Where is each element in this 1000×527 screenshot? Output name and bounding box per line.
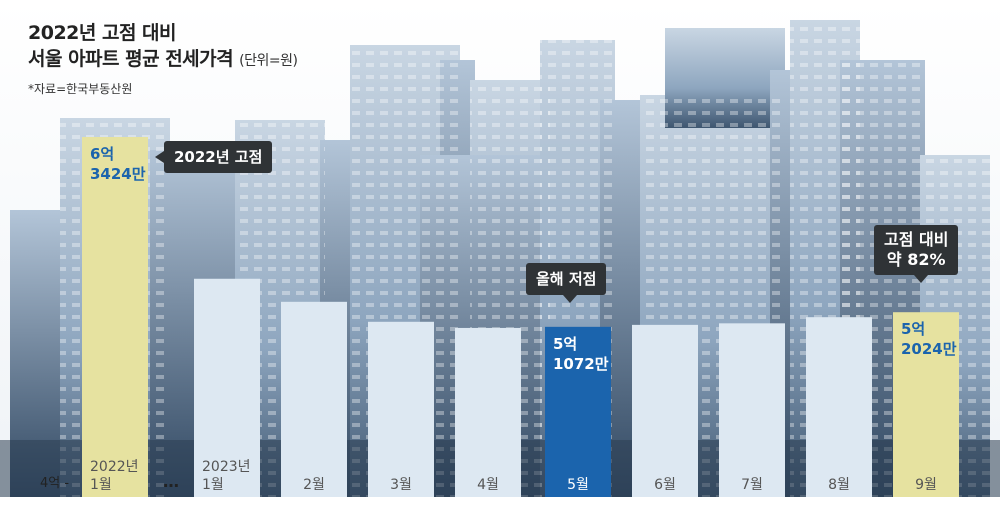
x-tick-label: 1월 bbox=[90, 477, 112, 493]
x-tick-label: 3월 bbox=[390, 477, 412, 493]
callout-current-line2: 약 82% bbox=[886, 250, 946, 269]
data-label: 5억 bbox=[901, 320, 925, 338]
callout-current: 고점 대비 약 82% bbox=[874, 225, 959, 283]
x-tick-label: 4월 bbox=[477, 477, 499, 493]
bar bbox=[281, 301, 347, 497]
bar bbox=[194, 278, 260, 497]
bar bbox=[455, 327, 521, 497]
bar bbox=[893, 312, 959, 497]
callout-low: 올해 저점 bbox=[526, 263, 607, 303]
x-tick-label: 2023년 bbox=[202, 459, 251, 475]
callout-peak: 2022년 고점 bbox=[155, 141, 273, 173]
chart-title-line2: 서울 아파트 평균 전세가격 (단위=원) bbox=[28, 44, 298, 71]
data-label: 3424만 bbox=[90, 165, 146, 183]
source-note: *자료=한국부동산원 bbox=[28, 82, 133, 96]
bar bbox=[632, 324, 698, 497]
x-tick-label: 5월 bbox=[567, 477, 589, 493]
bar bbox=[806, 317, 872, 497]
chart-title-line1: 2022년 고점 대비 bbox=[28, 22, 177, 44]
chart-title-main: 서울 아파트 평균 전세가격 bbox=[28, 48, 234, 70]
data-label: 1072만 bbox=[553, 355, 609, 373]
data-label: 2024만 bbox=[901, 340, 957, 358]
callout-peak-text: 2022년 고점 bbox=[174, 148, 263, 166]
x-tick-label: 6월 bbox=[654, 477, 676, 493]
data-label: 6억 bbox=[90, 145, 114, 163]
bar bbox=[368, 321, 434, 497]
callout-pointer bbox=[155, 151, 164, 163]
callout-pointer bbox=[914, 275, 928, 283]
data-label: 5억 bbox=[553, 335, 577, 353]
x-tick-label: 1월 bbox=[202, 477, 224, 493]
bar bbox=[545, 326, 611, 497]
x-tick-label: 2022년 bbox=[90, 459, 139, 475]
callout-low-text: 올해 저점 bbox=[536, 270, 597, 288]
x-tick-label: 2월 bbox=[303, 477, 325, 493]
callout-pointer bbox=[563, 295, 577, 303]
y-baseline-label: 4억 - bbox=[40, 476, 69, 491]
x-tick-label: 9월 bbox=[915, 477, 937, 493]
x-tick-label: 7월 bbox=[741, 477, 763, 493]
bar bbox=[719, 323, 785, 497]
unit-label: (단위=원) bbox=[239, 53, 298, 69]
x-tick-label: 8월 bbox=[828, 477, 850, 493]
bar bbox=[82, 137, 148, 497]
callout-current-line1: 고점 대비 bbox=[884, 230, 949, 249]
axis-break-marker: … bbox=[163, 472, 179, 491]
